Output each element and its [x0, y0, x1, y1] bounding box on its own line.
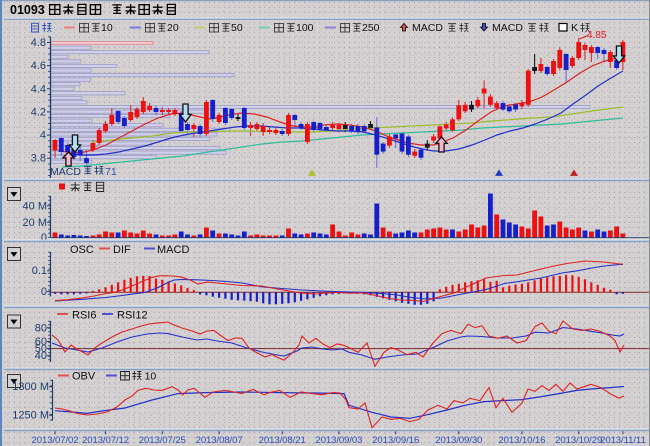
svg-text:100: 100: [296, 22, 314, 34]
svg-text:OSC: OSC: [70, 244, 94, 256]
svg-text:2013/09/16: 2013/09/16: [372, 435, 419, 446]
svg-text:2013/10/16: 2013/10/16: [498, 435, 545, 446]
svg-text:40 M: 40 M: [23, 201, 47, 213]
svg-text:60: 60: [35, 336, 47, 348]
svg-text:50: 50: [231, 22, 243, 34]
svg-text:20 M: 20 M: [23, 217, 47, 229]
svg-text:MACD: MACD: [492, 22, 523, 34]
svg-text:10: 10: [101, 22, 113, 34]
svg-text:2013/07/12: 2013/07/12: [82, 435, 129, 446]
svg-text:DIF: DIF: [113, 244, 131, 256]
svg-text:2013/08/21: 2013/08/21: [259, 435, 306, 446]
svg-text:50: 50: [35, 343, 47, 355]
svg-text:71: 71: [105, 166, 117, 178]
svg-text:0: 0: [41, 232, 47, 244]
svg-text:2013/09/30: 2013/09/30: [435, 435, 482, 446]
svg-text:20: 20: [167, 22, 179, 34]
svg-text:250: 250: [362, 22, 380, 34]
svg-text:3.8: 3.8: [31, 153, 46, 165]
svg-text:OBV: OBV: [72, 371, 96, 383]
svg-text:4: 4: [40, 130, 46, 142]
svg-text:MACD: MACD: [412, 22, 443, 34]
svg-text:2013/07/02: 2013/07/02: [31, 435, 78, 446]
svg-text:0.1: 0.1: [32, 265, 47, 277]
svg-text:0: 0: [41, 286, 47, 298]
svg-text:2013/09/03: 2013/09/03: [315, 435, 362, 446]
svg-text:RSI6: RSI6: [72, 310, 96, 322]
svg-text:K: K: [571, 22, 578, 34]
svg-text:4.8: 4.8: [31, 37, 46, 49]
svg-text:1300 M: 1300 M: [12, 381, 49, 393]
svg-text:RSI12: RSI12: [117, 310, 148, 322]
svg-text:10: 10: [145, 371, 157, 383]
svg-text:2013/08/07: 2013/08/07: [196, 435, 243, 446]
svg-text:2013/10/29: 2013/10/29: [555, 435, 602, 446]
svg-text:01093: 01093: [10, 3, 45, 17]
svg-text:MACD: MACD: [50, 166, 81, 178]
svg-text:80: 80: [35, 322, 47, 334]
svg-text:1250 M: 1250 M: [12, 410, 49, 422]
svg-text:4.6: 4.6: [31, 60, 46, 72]
svg-text:MACD: MACD: [157, 244, 189, 256]
svg-text:4.2: 4.2: [31, 106, 46, 118]
svg-text:40: 40: [35, 350, 47, 362]
svg-text:4.4: 4.4: [31, 83, 46, 95]
svg-text:4.85: 4.85: [587, 30, 607, 41]
svg-text:2013/11/11: 2013/11/11: [600, 435, 646, 446]
svg-text:2013/07/25: 2013/07/25: [139, 435, 186, 446]
